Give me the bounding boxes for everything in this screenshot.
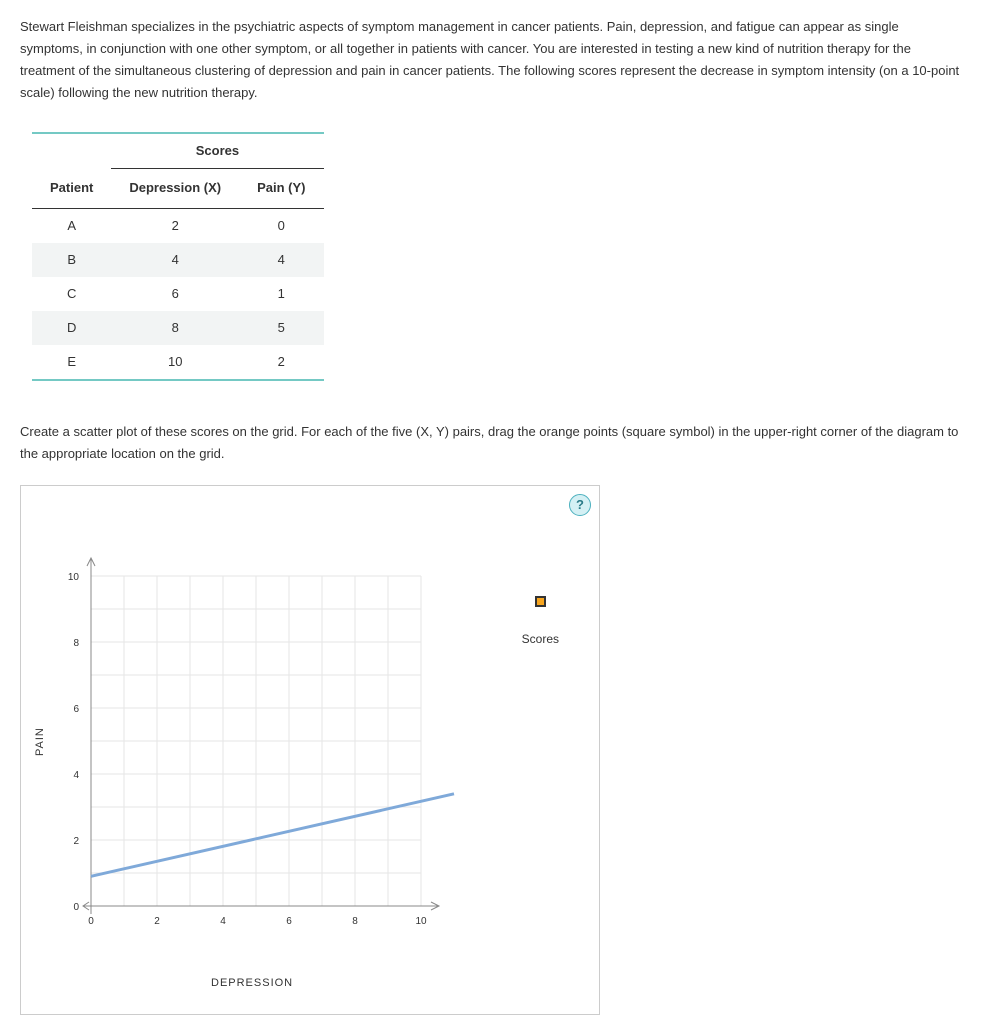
scores-table-wrap: Scores Patient Depression (X) Pain (Y) A… [32, 132, 964, 381]
cell-x: 10 [111, 345, 239, 380]
scatter-chart[interactable]: 0 2 4 6 8 10 0 2 4 6 8 10 [41, 546, 461, 976]
cell-patient: D [32, 311, 111, 345]
table-row: E 10 2 [32, 345, 324, 380]
svg-text:10: 10 [68, 572, 80, 583]
svg-text:10: 10 [415, 916, 427, 927]
header-scores: Scores [111, 133, 323, 169]
svg-text:0: 0 [73, 902, 79, 913]
table-row: B 4 4 [32, 243, 324, 277]
cell-x: 2 [111, 208, 239, 243]
cell-y: 4 [239, 243, 323, 277]
cell-patient: B [32, 243, 111, 277]
svg-text:6: 6 [73, 704, 79, 715]
table-row: C 6 1 [32, 277, 324, 311]
svg-text:0: 0 [88, 916, 94, 927]
svg-text:4: 4 [220, 916, 226, 927]
col-pain: Pain (Y) [239, 169, 323, 208]
cell-patient: A [32, 208, 111, 243]
header-blank [32, 133, 111, 169]
y-ticks: 0 2 4 6 8 10 [68, 572, 80, 913]
axes [83, 558, 439, 914]
scores-table: Scores Patient Depression (X) Pain (Y) A… [32, 132, 324, 381]
cell-patient: C [32, 277, 111, 311]
svg-text:8: 8 [73, 638, 79, 649]
cell-y: 1 [239, 277, 323, 311]
svg-text:6: 6 [286, 916, 292, 927]
svg-text:2: 2 [73, 836, 79, 847]
svg-text:4: 4 [73, 770, 79, 781]
trend-line [91, 794, 454, 877]
intro-paragraph: Stewart Fleishman specializes in the psy… [20, 16, 964, 104]
instruction-paragraph: Create a scatter plot of these scores on… [20, 421, 964, 465]
x-axis-label: DEPRESSION [211, 974, 293, 993]
draggable-point-icon[interactable] [535, 596, 546, 607]
legend: Scores [522, 596, 559, 649]
cell-y: 0 [239, 208, 323, 243]
svg-text:8: 8 [352, 916, 358, 927]
cell-x: 4 [111, 243, 239, 277]
cell-x: 6 [111, 277, 239, 311]
chart-panel: ? PAIN 0246810 0246810 DEPRESSION Scores [20, 485, 600, 1015]
cell-y: 5 [239, 311, 323, 345]
col-depression: Depression (X) [111, 169, 239, 208]
legend-label: Scores [522, 629, 559, 649]
x-ticks: 0 2 4 6 8 10 [88, 916, 427, 927]
cell-y: 2 [239, 345, 323, 380]
col-patient: Patient [32, 169, 111, 208]
table-row: D 8 5 [32, 311, 324, 345]
table-row: A 2 0 [32, 208, 324, 243]
help-button[interactable]: ? [569, 494, 591, 516]
cell-patient: E [32, 345, 111, 380]
grid [91, 576, 421, 906]
cell-x: 8 [111, 311, 239, 345]
svg-text:2: 2 [154, 916, 160, 927]
